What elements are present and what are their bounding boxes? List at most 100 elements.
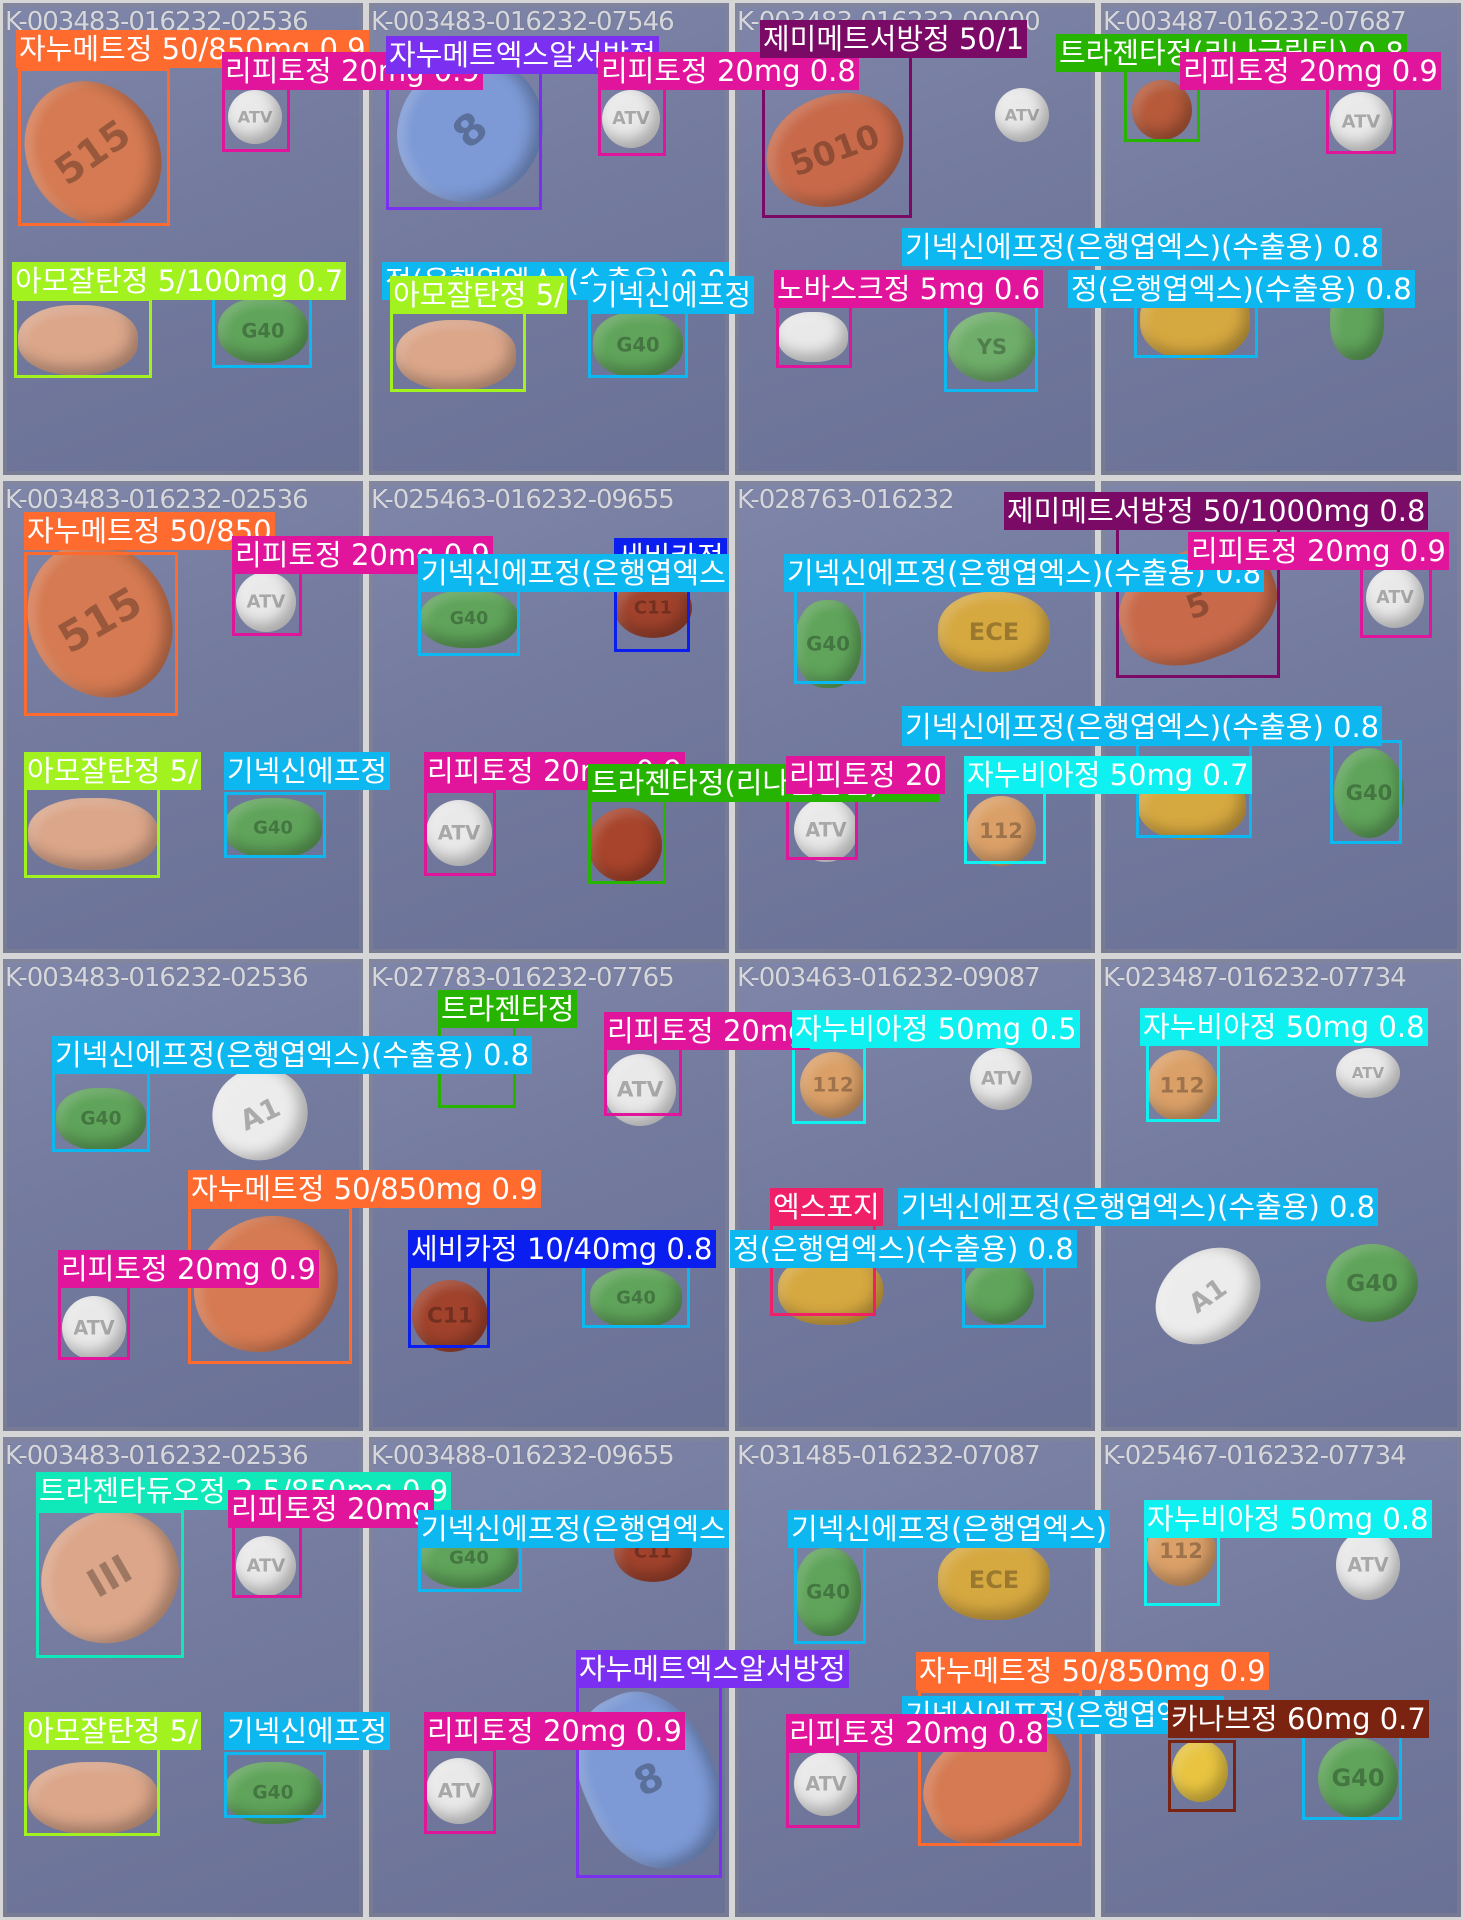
pill-tablet: G40 [218, 298, 308, 363]
pill-tablet [396, 320, 516, 390]
pill-tablet: ATV [236, 572, 296, 632]
detection-label: 리피토정 20 [786, 756, 945, 794]
detection-label: 트라젠타정 [438, 990, 578, 1028]
pill-tablet: ATV [1330, 92, 1392, 152]
detection-label: 기넥신에프정 [224, 752, 391, 790]
pill-tablet: ATV [426, 1758, 492, 1824]
detection-label: 자누메트엑스알서방정 [576, 1650, 849, 1688]
detection-box [794, 580, 866, 684]
pill-tablet: G40 [590, 1268, 682, 1328]
detection-box [576, 1680, 722, 1878]
detection-box [18, 68, 170, 226]
pill-tablet: G40 [593, 312, 683, 377]
tile-id-text: K-031485-016232-07087 [737, 1441, 1041, 1471]
detection-box [1168, 1740, 1236, 1812]
detection-box [794, 1540, 866, 1644]
detection-box [1330, 740, 1402, 844]
pill-tablet [18, 305, 138, 375]
detection-label: 아모잘탄정 5/ [24, 1712, 201, 1750]
tile-id-text: K-027783-016232-07765 [371, 963, 675, 993]
detection-label: 자누메트정 50/850mg 0.9 [188, 1170, 541, 1208]
detection-box [424, 1748, 496, 1834]
detection-label: 기넥신에프정(은행엽엑스)(수출용) 0.8 [902, 228, 1383, 266]
detection-box [786, 1750, 860, 1828]
pill-tablet: ATV [236, 1536, 296, 1596]
pill-tablet [1132, 80, 1192, 140]
detection-box [424, 790, 496, 876]
detection-box [408, 1260, 490, 1348]
tile-id-text: K-003483-016232-02536 [5, 963, 309, 993]
detection-box [212, 290, 312, 368]
pill-tablet [964, 1260, 1034, 1324]
detection-box [1146, 1040, 1220, 1122]
pill-tablet: G40 [224, 798, 322, 858]
pill-tablet: 112 [1146, 1050, 1218, 1122]
detection-label: 노바스크정 5mg 0.6 [774, 270, 1044, 308]
detection-label: 기넥신에프정(은행엽엑스)(수출용) 0.8 [52, 1036, 533, 1074]
tile-id-text: K-003483-016232-07546 [371, 7, 675, 37]
detection-label: 리피토정 20mg 0.9 [1180, 52, 1441, 90]
detection-label: 자누메트정 50/850mg 0.9 [916, 1652, 1269, 1690]
detection-box [224, 792, 326, 858]
detection-box [964, 788, 1046, 864]
pill-tablet: G40 [795, 1548, 861, 1636]
detection-label: 기넥신에프정(은행엽엑스)(수출용) 0.8 [784, 554, 1265, 592]
pill-tablet [1172, 1740, 1228, 1802]
detection-box [918, 1690, 1082, 1846]
detection-label: 제미메트서방정 50/1000mg 0.8 [1004, 492, 1429, 530]
pill-tablet: G40 [1318, 1738, 1398, 1818]
detection-label: 정(은행엽엑스)(수출용) 0.8 [1068, 270, 1415, 308]
detection-box [792, 1046, 866, 1124]
tile-id-text: K-003487-016232-07687 [1103, 7, 1407, 37]
tile-id-text: K-003488-016232-09655 [371, 1441, 675, 1471]
detection-label: 리피토정 20mg 0.9 [1188, 532, 1449, 570]
detection-box [232, 1520, 302, 1598]
pill-tablet [28, 798, 158, 870]
pill-tablet: ATV [1336, 1530, 1400, 1600]
pill-tablet: ATV [794, 1752, 858, 1816]
detection-label: 기넥신에프정(은행엽엑스 [418, 1510, 729, 1548]
detection-label: 카나브정 60mg 0.7 [1168, 1700, 1429, 1738]
detection-label: 제미메트서방정 50/1 [760, 20, 1028, 58]
pill-tablet: YS [948, 312, 1036, 382]
pill-tablet: ATV [228, 90, 282, 144]
pill-tablet [778, 312, 848, 362]
pill-tablet: 112 [966, 796, 1036, 866]
detection-label: 리피토정 20mg 0.8 [786, 1714, 1047, 1752]
detection-box [588, 792, 666, 884]
detection-label: 리피토정 20mg [604, 1012, 810, 1050]
pill-tablet: ATV [995, 88, 1049, 142]
detection-label: 리피토정 20mg 0.9 [58, 1250, 319, 1288]
pill-tablet: ECE [938, 1540, 1050, 1620]
pill-tablet: ATV [602, 90, 660, 148]
tile-id-text: K-003483-016232-02536 [5, 485, 309, 515]
detection-box [36, 1510, 184, 1658]
detection-box [944, 296, 1038, 392]
detection-box [604, 1040, 682, 1116]
detection-box [224, 1752, 326, 1818]
pill-tablet: ECE [938, 592, 1050, 672]
detection-label: 리피토정 20mg 0.9 [424, 1712, 685, 1750]
tile-id-text: K-025463-016232-09655 [371, 485, 675, 515]
tile-id-text: K-028763-016232 [737, 485, 955, 515]
detection-label: 자누비아정 50mg 0.8 [1140, 1008, 1428, 1046]
pill-tablet [28, 1762, 158, 1834]
detection-box [14, 298, 152, 378]
detection-box [24, 552, 178, 716]
detection-label: 리피토정 20mg 0.8 [598, 52, 859, 90]
pill-tablet: ATV [426, 800, 492, 866]
detection-box [58, 1284, 130, 1360]
pill-tablet: ATV [970, 1048, 1032, 1110]
pill-tablet [588, 808, 662, 882]
detection-label: 정(은행엽엑스)(수출용) 0.8 [730, 1230, 1077, 1268]
pill-tablet: G40 [224, 1762, 322, 1824]
detection-label: 기넥신에프정 [224, 1712, 391, 1750]
detection-label: 기넥신에프정 [588, 276, 755, 314]
pill-tablet: ATV [1366, 568, 1424, 628]
detection-label: 세비카정 10/40mg 0.8 [408, 1230, 716, 1268]
detection-label: 자누비아정 50mg 0.7 [964, 756, 1252, 794]
detection-label: 기넥신에프정(은행엽엑스) [788, 1510, 1111, 1548]
detection-label: 아모잘탄정 5/ [390, 276, 567, 314]
detection-box [1302, 1724, 1402, 1820]
detection-label: 기넥신에프정(은행엽엑스)(수출용) 0.8 [902, 708, 1383, 746]
